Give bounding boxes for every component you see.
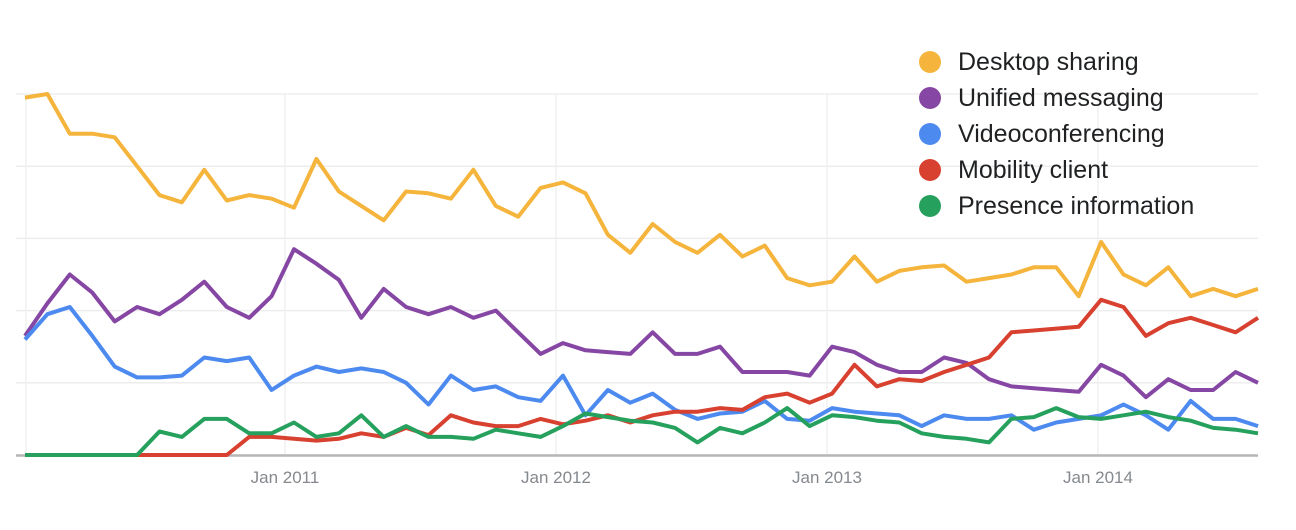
x-tick-label-jan-2014: Jan 2014 — [1063, 468, 1133, 487]
legend-item-mobility-client[interactable]: Mobility client — [919, 152, 1194, 188]
legend-dot-videoconferencing — [919, 123, 941, 145]
x-tick-label-jan-2013: Jan 2013 — [792, 468, 862, 487]
legend-label-presence-information: Presence information — [958, 191, 1195, 220]
gridlines — [16, 93, 1258, 455]
series-line-presence-information[interactable] — [25, 406, 1259, 457]
legend-item-presence-information[interactable]: Presence information — [919, 188, 1194, 224]
legend-label-mobility-client: Mobility client — [958, 155, 1109, 184]
legend-dot-presence-information — [919, 195, 941, 217]
series-line-videoconferencing[interactable] — [23, 305, 1259, 432]
legend-item-desktop-sharing[interactable]: Desktop sharing — [919, 44, 1194, 80]
legend-label-videoconferencing: Videoconferencing — [958, 119, 1165, 148]
series-line-mobility-client[interactable] — [25, 297, 1260, 457]
legend-item-videoconferencing[interactable]: Videoconferencing — [919, 116, 1194, 152]
x-tick-label-jan-2012: Jan 2012 — [521, 468, 591, 487]
series-line-desktop-sharing[interactable] — [24, 92, 1259, 299]
legend-dot-mobility-client — [919, 159, 941, 181]
x-tick-label-jan-2011: Jan 2011 — [251, 468, 320, 487]
series-line-unified-messaging[interactable] — [23, 247, 1259, 400]
legend-item-unified-messaging[interactable]: Unified messaging — [919, 80, 1194, 116]
legend-label-unified-messaging: Unified messaging — [958, 83, 1164, 112]
legend: Desktop sharing Unified messaging Videocon… — [919, 44, 1194, 224]
legend-dot-unified-messaging — [919, 87, 941, 109]
legend-dot-desktop-sharing — [919, 51, 941, 73]
legend-label-desktop-sharing: Desktop sharing — [958, 47, 1139, 76]
